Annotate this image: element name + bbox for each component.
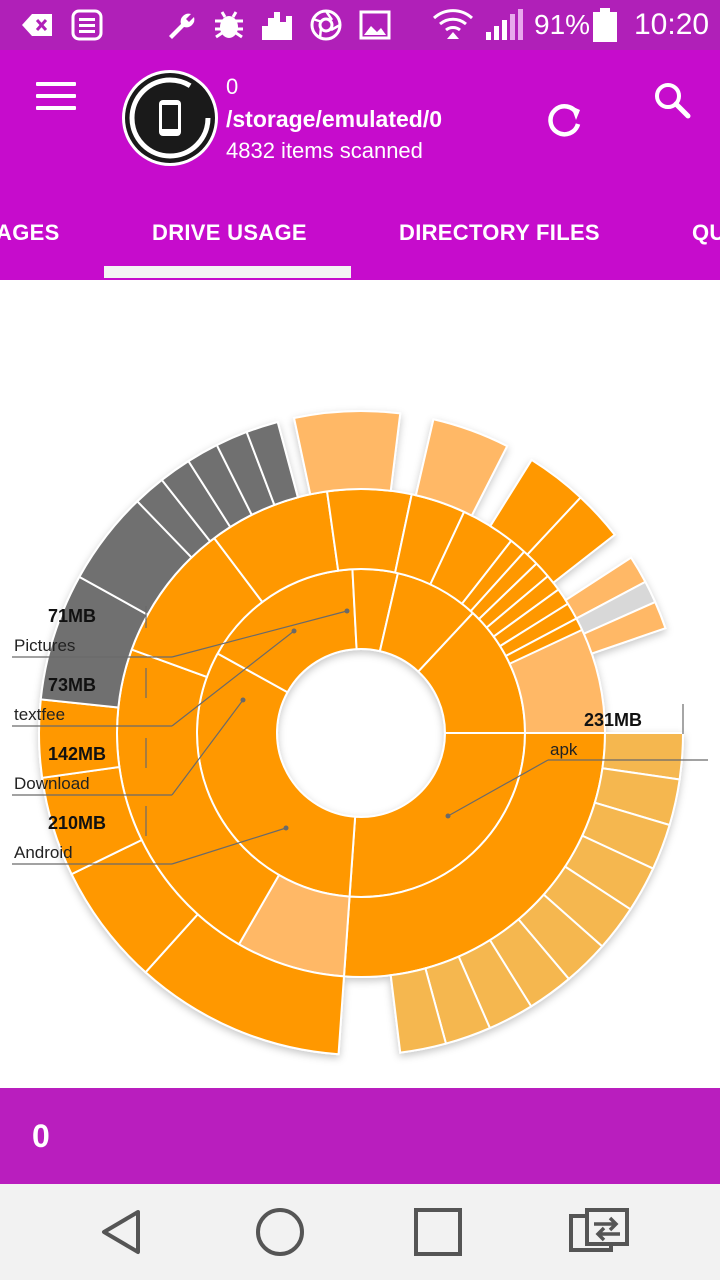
menu-icon[interactable] — [36, 82, 76, 114]
label-size-apk: 231MB — [584, 710, 642, 730]
city-icon — [262, 12, 292, 40]
tab-qu[interactable]: QU — [692, 220, 720, 245]
label-name-textfee: textfee — [14, 705, 65, 724]
app-bar: 0 /storage/emulated/0 4832 items scanned… — [0, 50, 720, 280]
refresh-icon[interactable] — [544, 98, 586, 140]
tab-directory-files[interactable]: DIRECTORY FILES — [399, 220, 600, 245]
label-name-apk: apk — [550, 740, 578, 759]
battery-percent: 91% — [534, 9, 591, 40]
label-size-pictures: 71MB — [48, 606, 96, 626]
wifi-icon — [432, 9, 474, 39]
back-icon[interactable] — [94, 1204, 150, 1260]
tab-ages[interactable]: AGES — [0, 220, 60, 245]
sunburst-chart[interactable]: 71MB Pictures 73MB textfee 142MB Downloa… — [0, 280, 720, 1088]
status-bar: 91% 10:20 — [0, 0, 720, 50]
leader-dot — [445, 813, 451, 819]
sunburst-segment-outer-light[interactable] — [414, 418, 509, 517]
storage-avatar — [122, 70, 218, 166]
leader-pictures-diag — [171, 610, 348, 658]
leader-dot — [291, 628, 297, 634]
label-size-textfee: 73MB — [48, 675, 96, 695]
drive-usage-chart: 71MB Pictures 73MB textfee 142MB Downloa… — [0, 280, 720, 1088]
sunburst-segment-gray-file[interactable] — [245, 420, 300, 507]
header-count: 0 — [226, 74, 239, 99]
leader-dot — [283, 825, 289, 831]
wrench-icon — [169, 13, 195, 39]
aperture-icon — [310, 9, 342, 41]
bottom-bar: 0 — [0, 1088, 720, 1184]
label-name-download: Download — [14, 774, 90, 793]
bottom-count: 0 — [32, 1118, 50, 1154]
label-name-android: Android — [14, 843, 73, 862]
center-total-label: 0.92GB — [316, 718, 406, 748]
leader-dot — [240, 697, 246, 703]
tab-drive-usage[interactable]: DRIVE USAGE — [152, 220, 307, 245]
storage-path: /storage/emulated/0 — [226, 106, 443, 132]
back-tag-icon — [22, 14, 52, 36]
bug-icon — [215, 11, 243, 39]
leader-dot — [344, 608, 350, 614]
sunburst-segment-apk-file[interactable] — [389, 967, 448, 1054]
leader-textfee-diag — [171, 630, 295, 727]
switch-apps-icon[interactable] — [568, 1204, 630, 1260]
label-size-android: 210MB — [48, 813, 106, 833]
search-icon[interactable] — [652, 80, 692, 120]
signal-icon — [486, 9, 523, 40]
leader-apk-diag — [447, 759, 549, 817]
navigation-bar — [0, 1184, 720, 1280]
items-scanned: 4832 items scanned — [226, 138, 423, 163]
sunburst-segment-pictures-files[interactable] — [292, 410, 402, 496]
battery-icon — [593, 8, 617, 42]
tab-indicator — [104, 266, 351, 278]
image-icon — [359, 10, 391, 40]
sunburst-segment-outer-d[interactable] — [582, 600, 667, 655]
home-icon[interactable] — [252, 1204, 308, 1260]
list-app-icon — [71, 9, 103, 41]
sunburst-segment-outer-b[interactable] — [525, 496, 617, 585]
leader-download-diag — [171, 699, 244, 796]
phone-storage-icon — [125, 73, 215, 163]
leader-android-diag — [171, 827, 287, 865]
clock: 10:20 — [634, 8, 710, 41]
label-size-download: 142MB — [48, 744, 106, 764]
recents-icon[interactable] — [410, 1204, 466, 1260]
label-name-pictures: Pictures — [14, 636, 75, 655]
